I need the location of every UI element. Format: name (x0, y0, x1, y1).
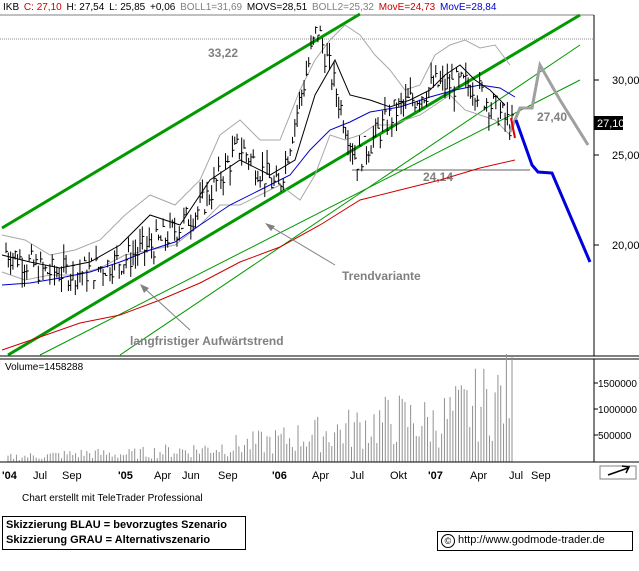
corner-scroll-icon[interactable] (599, 465, 637, 480)
ma-black-short (1, 58, 506, 269)
header-symbol: IKB (3, 2, 19, 13)
x-tick-sep3: Sep (531, 470, 551, 482)
price-bars (5, 25, 514, 296)
x-tick-apr3: Apr (470, 470, 487, 482)
bollinger-lower (1, 94, 511, 281)
level-high-label: 33,22 (208, 46, 238, 60)
current-price-tag (594, 116, 623, 130)
copyright-icon: © (441, 534, 455, 548)
scenario-gray-path (508, 60, 590, 146)
x-tick-sep: Sep (62, 470, 82, 482)
volume-tick-500000: 500000 (598, 431, 632, 442)
upper-channel-line (1, 12, 361, 230)
header-movs: MOVS=28,51 (247, 2, 308, 13)
source-link-box[interactable]: © http://www.godmode-trader.de (437, 531, 633, 551)
x-tick-apr2: Apr (312, 470, 329, 482)
header-change: +0,06 (150, 2, 176, 13)
y-tick-20: 20,00 (612, 240, 639, 252)
current-price-tag-label: 27,10 (597, 118, 625, 130)
x-tick-jun: Jun (182, 470, 200, 482)
x-tick-okt: Okt (390, 470, 407, 482)
longterm-trend-label: langfristiger Aufwärtstrend (130, 334, 284, 348)
header-boll2: BOLL2=25,32 (312, 2, 374, 13)
x-tick-06: '06 (272, 470, 287, 482)
x-axis-labels: '04 Jul Sep '05 Apr Jun Sep '06 Apr Jul … (2, 470, 551, 482)
header-low: 25,85 (120, 2, 145, 13)
legend-blue: Skizzierung BLAU = bevorzugtes Szenario (6, 519, 227, 531)
longterm-trend-annotation: langfristiger Aufwärtstrend (130, 284, 284, 348)
x-tick-sep2: Sep (218, 470, 238, 482)
level-low-label: 24,14 (423, 170, 453, 184)
chart-credit: Chart erstellt mit TeleTrader Profession… (22, 493, 203, 504)
x-tick-jul: Jul (33, 470, 47, 482)
header-move2: MovE=28,84 (440, 2, 497, 13)
volume-y-axis: 1500000 1000000 500000 (594, 379, 637, 442)
price-y-axis: 30,00 25,00 20,00 (594, 75, 639, 252)
scenario-blue-path (514, 119, 592, 263)
y-tick-25: 25,00 (612, 150, 639, 162)
ma-red (1, 159, 516, 351)
legend-gray: Skizzierung GRAU = Alternativszenario (6, 534, 211, 546)
trend-channels (1, 12, 581, 357)
x-tick-05: '05 (118, 470, 133, 482)
source-url[interactable]: http://www.godmode-trader.de (458, 534, 605, 546)
header-move1: MovE=24,73 (379, 2, 436, 13)
ma-blue (1, 84, 516, 286)
x-tick-apr: Apr (154, 470, 171, 482)
header-boll1: BOLL1=31,69 (180, 2, 242, 13)
trendvariante-label: Trendvariante (342, 269, 421, 283)
trendvariante-annotation: Trendvariante (265, 223, 421, 283)
x-tick-jul3: Jul (509, 470, 523, 482)
lower-channel-thin-2 (119, 44, 581, 356)
volume-label: Volume=1458288 (5, 362, 84, 373)
x-tick-jul2: Jul (350, 470, 364, 482)
x-tick-04: '04 (2, 470, 18, 482)
header-close: 27,10 (37, 2, 62, 13)
y-tick-30: 30,00 (612, 75, 639, 87)
header-quote: IKB C: 27,10 H: 27,54 L: 25,85 +0,06 BOL… (3, 2, 497, 13)
scenario-target-label: 27,40 (537, 110, 567, 124)
lower-channel-thin-1 (39, 79, 581, 356)
bollinger-upper (1, 24, 511, 256)
header-high: 27,54 (79, 2, 104, 13)
volume-bars (7, 353, 513, 462)
stock-chart: IKB C: 27,10 H: 27,54 L: 25,85 +0,06 BOL… (0, 2, 639, 482)
volume-tick-1000000: 1000000 (598, 405, 637, 416)
scenario-legend: Skizzierung BLAU = bevorzugtes Szenario … (2, 516, 246, 550)
main-trend-line (7, 13, 581, 357)
x-tick-07: '07 (428, 470, 443, 482)
last-bar-red (510, 117, 516, 139)
volume-tick-1500000: 1500000 (598, 379, 637, 390)
